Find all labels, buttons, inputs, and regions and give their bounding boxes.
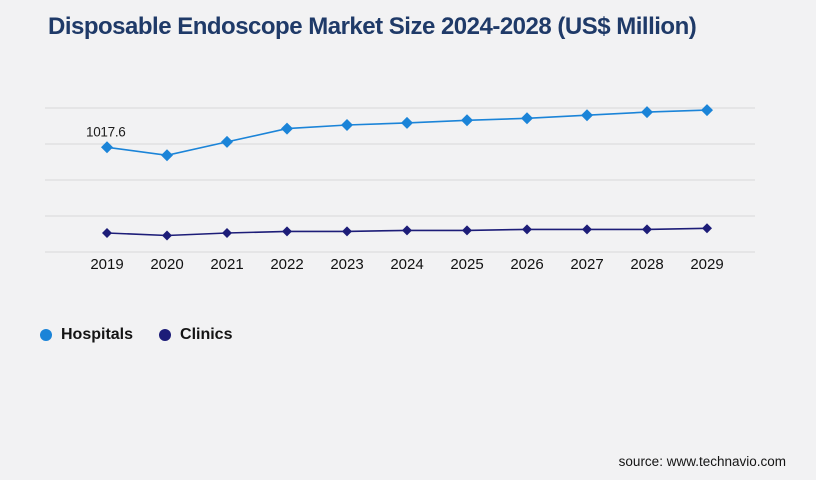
x-tick-label: 2021 [210,256,243,273]
legend-item-clinics: Clinics [159,326,232,344]
x-tick-label: 2022 [270,256,303,273]
data-point-hospitals-2028 [641,106,653,119]
data-point-clinics-2026 [522,224,532,235]
chart-title: Disposable Endoscope Market Size 2024-20… [48,13,697,40]
data-point-clinics-2022 [282,226,292,237]
data-point-clinics-2023 [342,226,352,237]
x-tick-label: 2026 [510,256,543,273]
x-tick-label: 2025 [450,256,483,273]
data-point-hospitals-2023 [341,119,353,131]
x-tick-label: 2029 [690,256,723,273]
data-point-clinics-2020 [162,230,172,241]
data-point-hospitals-2024 [401,116,413,129]
data-point-clinics-2029 [702,223,712,234]
legend-marker-hospitals [40,329,52,341]
data-point-clinics-2019 [102,228,112,238]
chart-legend: Hospitals Clinics [40,326,232,344]
legend-label: Clinics [180,326,233,343]
legend-label: Hospitals [61,326,134,343]
data-label-hospitals-2019: 1017.6 [86,124,126,139]
data-point-hospitals-2019 [101,141,113,154]
x-tick-label: 2024 [390,256,423,273]
data-point-clinics-2024 [402,225,412,236]
data-point-hospitals-2027 [581,109,593,122]
x-tick-label: 2020 [150,256,183,273]
data-point-hospitals-2021 [221,135,233,148]
market-line-chart: 2019 2020 2021 2022 2023 2024 2025 2026 2027 2028… [45,104,755,273]
data-point-clinics-2027 [582,224,592,235]
x-tick-label: 2023 [330,256,363,273]
data-point-hospitals-2020 [161,149,173,162]
data-point-hospitals-2026 [521,112,533,125]
legend-marker-clinics [159,329,172,341]
legend-item-hospitals: Hospitals [40,326,133,344]
x-tick-label: 2019 [90,256,123,273]
series-line-hospitals [106,109,708,157]
data-point-clinics-2021 [222,228,232,238]
x-tick-label: 2028 [630,256,663,273]
x-tick-label: 2027 [570,256,603,273]
data-point-hospitals-2029 [701,104,713,117]
data-point-clinics-2025 [462,225,472,236]
data-point-hospitals-2025 [461,114,473,127]
data-point-hospitals-2022 [281,122,293,135]
data-point-clinics-2028 [642,224,652,235]
source-attribution: source: www.technavio.com [618,454,786,469]
